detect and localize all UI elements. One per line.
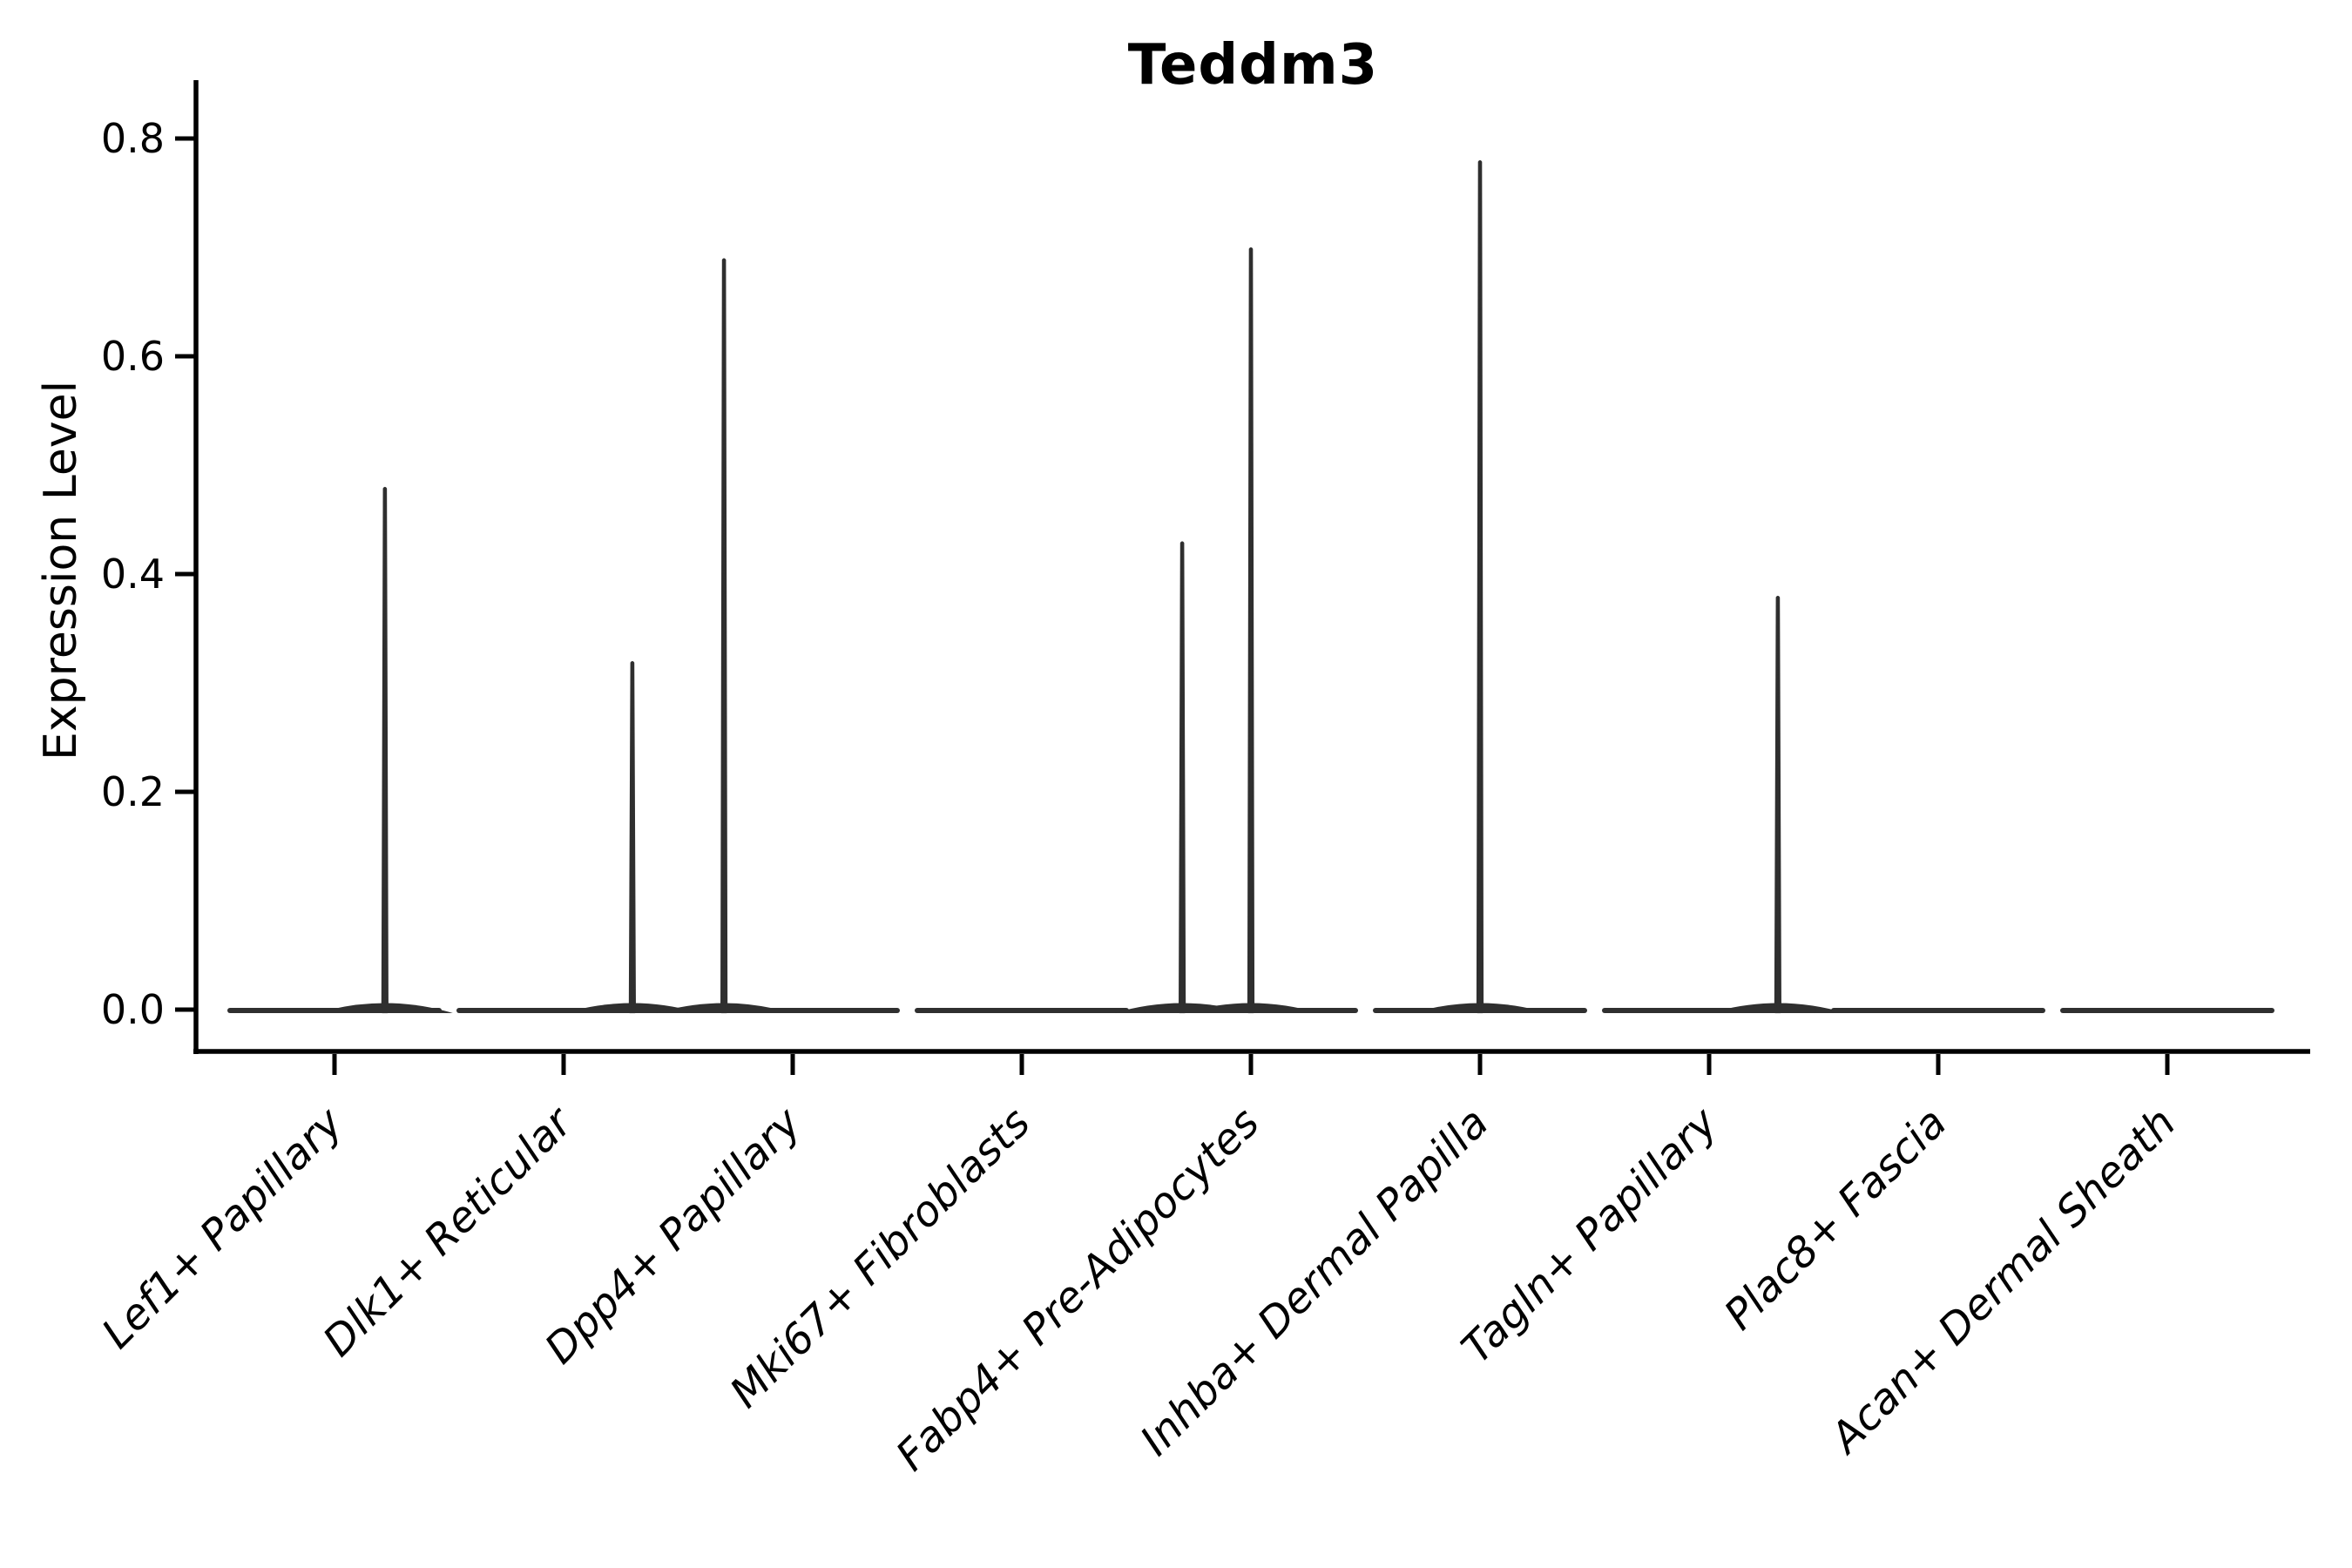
violin-spike — [1774, 595, 1781, 1014]
y-tick-label: 0.8 — [101, 115, 165, 162]
violin-spike — [720, 258, 728, 1014]
x-tick-label: Dlk1+ Reticular — [314, 1097, 584, 1367]
y-tick-label: 0.4 — [101, 551, 165, 598]
x-tick-label: Plac8+ Fascia — [1715, 1098, 1957, 1340]
y-tick-label: 0.2 — [101, 768, 165, 815]
violin-spike — [381, 486, 389, 1014]
x-tick-label: Lef1+ Papillary — [92, 1098, 353, 1358]
violin-spike — [1476, 159, 1484, 1014]
x-tick-label: Tagln+ Papillary — [1452, 1098, 1727, 1373]
y-tick-label: 0.0 — [101, 986, 165, 1033]
x-tick-label: Dpp4+ Papillary — [536, 1098, 811, 1373]
chart-title: Teddm3 — [1127, 33, 1379, 98]
violin-spike — [1179, 541, 1186, 1014]
x-tick-label: Fabp4+ Pre-Adipocytes — [887, 1098, 1269, 1481]
violin-spike — [1247, 247, 1255, 1014]
violin-spike — [628, 660, 636, 1014]
y-tick-label: 0.6 — [101, 333, 165, 380]
